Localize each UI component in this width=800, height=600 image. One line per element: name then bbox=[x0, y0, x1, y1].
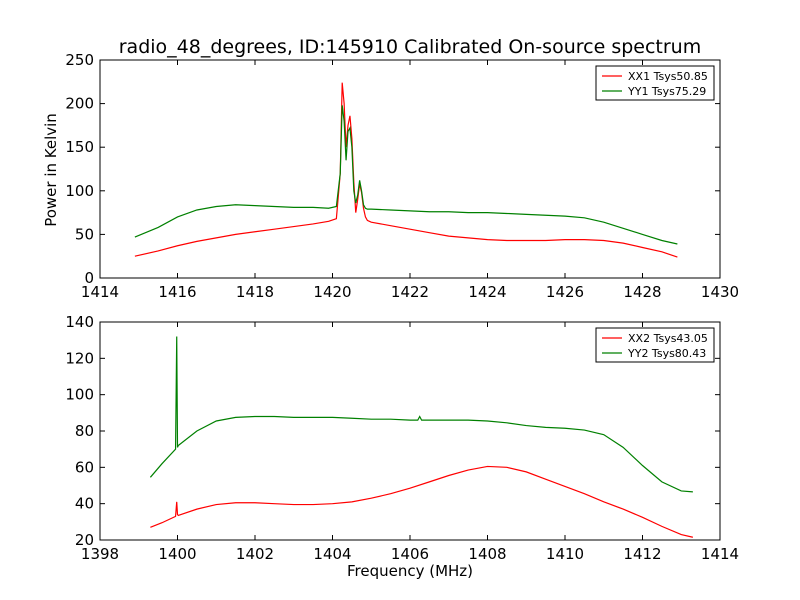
x-tick-label: 1414 bbox=[81, 283, 119, 301]
y-tick-label: 250 bbox=[65, 51, 94, 69]
x-tick-label: 1410 bbox=[546, 545, 584, 563]
x-tick-label: 1430 bbox=[701, 283, 739, 301]
y-tick-label: 100 bbox=[65, 182, 94, 200]
legend-2: XX2 Tsys43.05 YY2 Tsys80.43 bbox=[595, 327, 715, 363]
legend-box bbox=[595, 65, 715, 101]
x-axis-label: Frequency (MHz) bbox=[347, 562, 473, 580]
y-tick-label: 60 bbox=[75, 458, 94, 476]
y-tick-label: 80 bbox=[75, 422, 94, 440]
y-tick-label: 200 bbox=[65, 95, 94, 113]
x-tick-label: 1424 bbox=[468, 283, 506, 301]
series-line-2-2 bbox=[149, 336, 693, 493]
series-line-1-2 bbox=[134, 105, 678, 245]
y-tick-label: 100 bbox=[65, 386, 94, 404]
legend-label: YY1 Tsys75.29 bbox=[627, 85, 706, 98]
x-tick-label: 1404 bbox=[313, 545, 351, 563]
legend-label: XX1 Tsys50.85 bbox=[628, 70, 708, 83]
x-tick-label: 1408 bbox=[468, 545, 506, 563]
x-tick-label: 1426 bbox=[546, 283, 584, 301]
x-tick-label: 1412 bbox=[623, 545, 661, 563]
y-tick-label: 0 bbox=[84, 269, 94, 287]
y-axis-label: Power in Kelvin bbox=[42, 113, 60, 227]
y-tick-label: 40 bbox=[75, 495, 94, 513]
plot-1: 1414 1416 1418 1420 1422 1424 1426 1428 1430 0 50 1… bbox=[65, 51, 739, 301]
x-tick-label: 1420 bbox=[313, 283, 351, 301]
legend-label: YY2 Tsys80.43 bbox=[627, 347, 706, 360]
x-tick-label: 1402 bbox=[236, 545, 274, 563]
x-tick-label: 1422 bbox=[391, 283, 429, 301]
plot-2: 1398 1400 1402 1404 1406 1408 1410 1412 1414 20 40… bbox=[65, 313, 739, 563]
y-tick-label: 20 bbox=[75, 531, 94, 549]
y-tick-label: 120 bbox=[65, 349, 94, 367]
x-tick-label: 1418 bbox=[236, 283, 274, 301]
legend-label: XX2 Tsys43.05 bbox=[628, 332, 708, 345]
x-tick-label: 1400 bbox=[158, 545, 196, 563]
x-tick-label: 1398 bbox=[81, 545, 119, 563]
plots-layer: 1414 1416 1418 1420 1422 1424 1426 1428 1430 0 50 1… bbox=[65, 51, 739, 563]
x-tick-label: 1428 bbox=[623, 283, 661, 301]
x-tick-label: 1416 bbox=[158, 283, 196, 301]
legend-1: XX1 Tsys50.85 YY1 Tsys75.29 bbox=[595, 65, 715, 101]
x-tick-label: 1414 bbox=[701, 545, 739, 563]
chart-title: radio_48_degrees, ID:145910 Calibrated O… bbox=[119, 36, 701, 58]
series-line-2-1 bbox=[150, 465, 694, 538]
legend-box bbox=[595, 327, 715, 363]
x-tick-label: 1406 bbox=[391, 545, 429, 563]
y-tick-label: 50 bbox=[75, 225, 94, 243]
y-tick-label: 140 bbox=[65, 313, 94, 331]
y-tick-label: 150 bbox=[65, 138, 94, 156]
